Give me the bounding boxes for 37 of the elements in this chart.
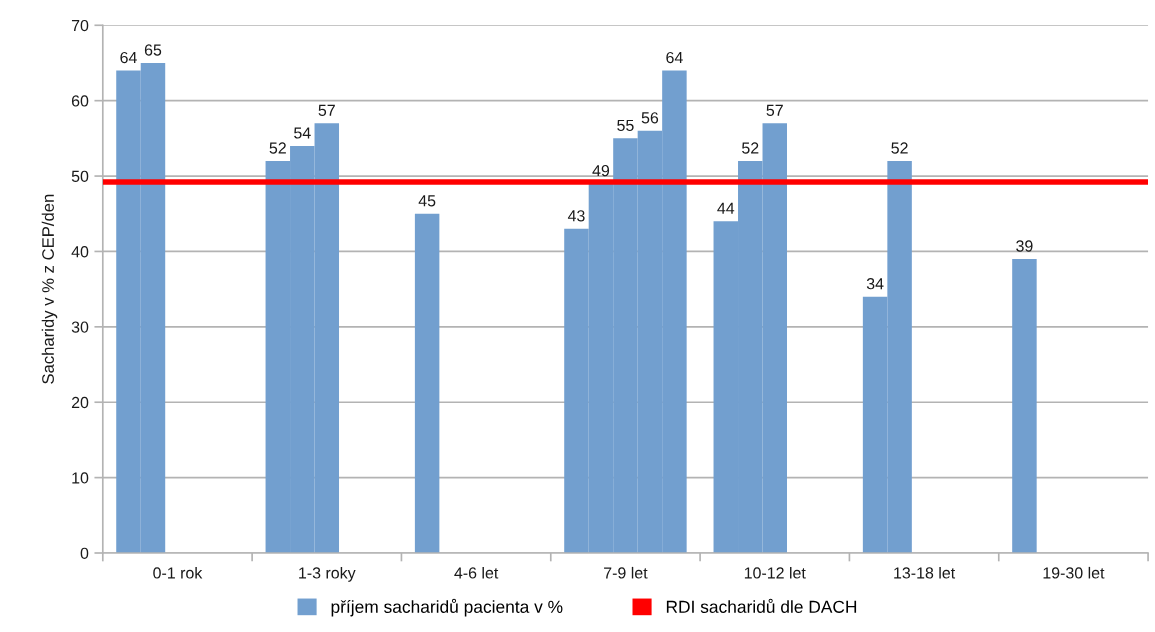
- data-label: 54: [294, 127, 311, 139]
- data-label: 34: [866, 278, 884, 290]
- data-label: 65: [144, 44, 162, 56]
- data-label: 52: [742, 142, 759, 154]
- x-tick-label: 19-30 let: [1043, 566, 1105, 579]
- y-tick-label: 70: [71, 19, 89, 32]
- data-label: 64: [120, 51, 137, 64]
- bar: [414, 213, 440, 553]
- data-label: 57: [766, 104, 783, 116]
- data-label: 64: [666, 51, 683, 64]
- data-label: 44: [717, 202, 735, 214]
- data-label: 56: [641, 112, 659, 124]
- data-label: 52: [891, 142, 908, 154]
- legend-label: RDI sacharidů dle DACH: [666, 598, 857, 613]
- y-tick-label: 50: [71, 170, 89, 182]
- y-tick-label: 20: [71, 396, 89, 409]
- y-tick-label: 0: [80, 547, 89, 559]
- data-label: 57: [318, 104, 335, 116]
- x-tick-label: 13-18 let: [894, 566, 956, 579]
- x-tick-label: 0-1 rok: [153, 566, 203, 579]
- legend-label: příjem sacharidů pacienta v %: [331, 598, 563, 617]
- y-tick-label: 40: [71, 246, 89, 258]
- x-tick-label: 1-3 roky: [299, 566, 356, 582]
- bar: [1012, 258, 1037, 553]
- data-label: 55: [617, 119, 634, 132]
- x-tick-label: 7-9 let: [604, 566, 648, 579]
- data-label: 49: [592, 164, 610, 177]
- y-tick-label: 30: [71, 321, 89, 333]
- x-tick-label: 10-12 let: [744, 566, 806, 579]
- data-label: 45: [418, 195, 436, 207]
- y-tick-label: 60: [71, 95, 89, 107]
- y-tick-label: 10: [72, 472, 89, 484]
- data-label: 52: [269, 142, 286, 154]
- y-axis-title: Sacharidy v % z CEP/den: [41, 194, 58, 384]
- data-label: 39: [1016, 240, 1033, 252]
- data-label: 43: [567, 210, 585, 222]
- x-tick-label: 4-6 let: [454, 566, 499, 579]
